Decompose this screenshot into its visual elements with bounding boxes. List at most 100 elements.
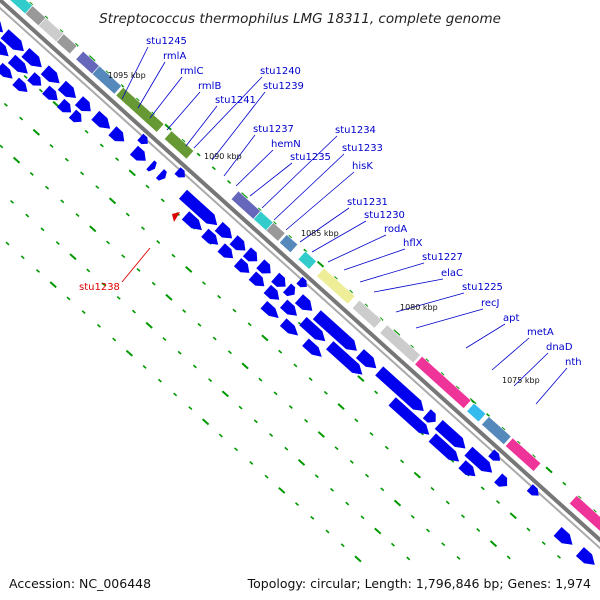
tick-mark [333,276,338,280]
tick-mark [441,542,446,547]
leader-line [121,247,151,283]
tick-mark [393,499,402,507]
tick-mark [99,143,104,148]
tick-mark [115,157,120,162]
cds-arrow [242,247,258,262]
cds-arrow [42,85,58,101]
tick-mark [196,152,201,157]
genome-summary: Topology: circular; Length: 1,796,846 bp… [247,576,591,591]
tick-mark [238,405,243,410]
cds-arrow [181,211,202,231]
tick-mark [105,240,111,245]
category-bar [297,250,317,270]
tick-mark [562,481,567,486]
category-bar [316,267,356,305]
tick-mark [84,129,89,134]
cds-arrow [12,77,28,92]
gene-label-meta: metA [527,327,554,338]
gene-label-stu1238: stu1238 [79,282,120,293]
cds-arrow [0,41,9,57]
category-bar [466,402,487,423]
category-bar [163,130,195,160]
gene-label-rmlb: rmlB [198,81,221,92]
tick-mark [257,207,262,212]
tick-mark [112,337,117,342]
tick-mark [145,184,150,189]
cds-arrow [279,318,299,336]
tick-mark [303,248,308,253]
tick-mark [5,241,10,246]
cds-arrow [299,317,326,342]
tick-mark [181,138,186,143]
tick-mark [12,156,21,164]
kbp-label: 1090 kbp [204,152,242,161]
tick-mark [208,378,213,383]
tick-mark [164,123,172,131]
tick-mark [49,144,54,148]
tick-mark [440,372,445,376]
tick-mark [0,144,4,149]
tick-mark [393,329,401,337]
tick-mark [201,418,210,426]
gene-label-stu1241: stu1241 [215,95,256,106]
tick-mark [284,446,289,451]
tick-mark [413,471,421,479]
leader-line [359,262,425,283]
tick-mark [157,378,162,383]
tick-mark [38,88,43,93]
cds-arrow [155,169,167,181]
tick-mark [278,349,283,354]
tick-mark [455,385,460,390]
tick-mark [49,281,57,289]
tick-mark [45,185,50,190]
tick-mark [577,495,582,500]
cds-arrow [302,338,322,357]
tick-mark [365,473,370,478]
tick-mark [501,426,506,431]
tick-mark [171,253,176,258]
tick-mark [221,390,230,398]
category-bar [265,222,286,242]
tick-mark [64,157,69,162]
tick-mark [425,358,430,363]
tick-mark [456,555,461,560]
gene-label-apt: apt [503,313,519,324]
cds-arrow [27,72,42,86]
tick-mark [360,515,365,520]
tick-mark [400,459,405,464]
tick-mark [177,350,182,355]
tick-mark [273,391,278,396]
tick-mark [288,234,293,239]
cds-arrow [21,48,42,68]
cds-arrow [57,98,72,113]
tick-mark [495,500,501,504]
tick-mark [247,322,252,327]
gene-label-dnad: dnaD [546,342,573,353]
kbp-label: 1080 kbp [400,303,438,312]
map-title: Streptococcus thermophilus LMG 18311, co… [99,11,501,27]
tick-mark [506,555,511,560]
tick-mark [160,198,165,203]
tick-mark [142,365,147,369]
tick-mark [218,433,223,438]
tick-mark [486,413,491,418]
leader-line [311,220,367,253]
cds-arrow [260,301,279,319]
gene-label-stu1231: stu1231 [347,197,388,208]
tick-mark [23,74,28,79]
tick-mark [354,418,359,423]
gene-label-stu1239: stu1239 [263,81,304,92]
cds-arrow [375,366,424,411]
cds-arrow [388,397,430,435]
kbp-label: 1075 kbp [502,376,540,385]
cds-arrow [40,65,60,84]
cds-arrow [280,299,297,316]
tick-mark [314,474,319,479]
gene-label-roda: rodA [384,224,407,235]
tick-mark [20,255,25,260]
cds-arrow [488,449,501,461]
cds-arrow [0,62,13,79]
tick-mark [364,303,369,308]
